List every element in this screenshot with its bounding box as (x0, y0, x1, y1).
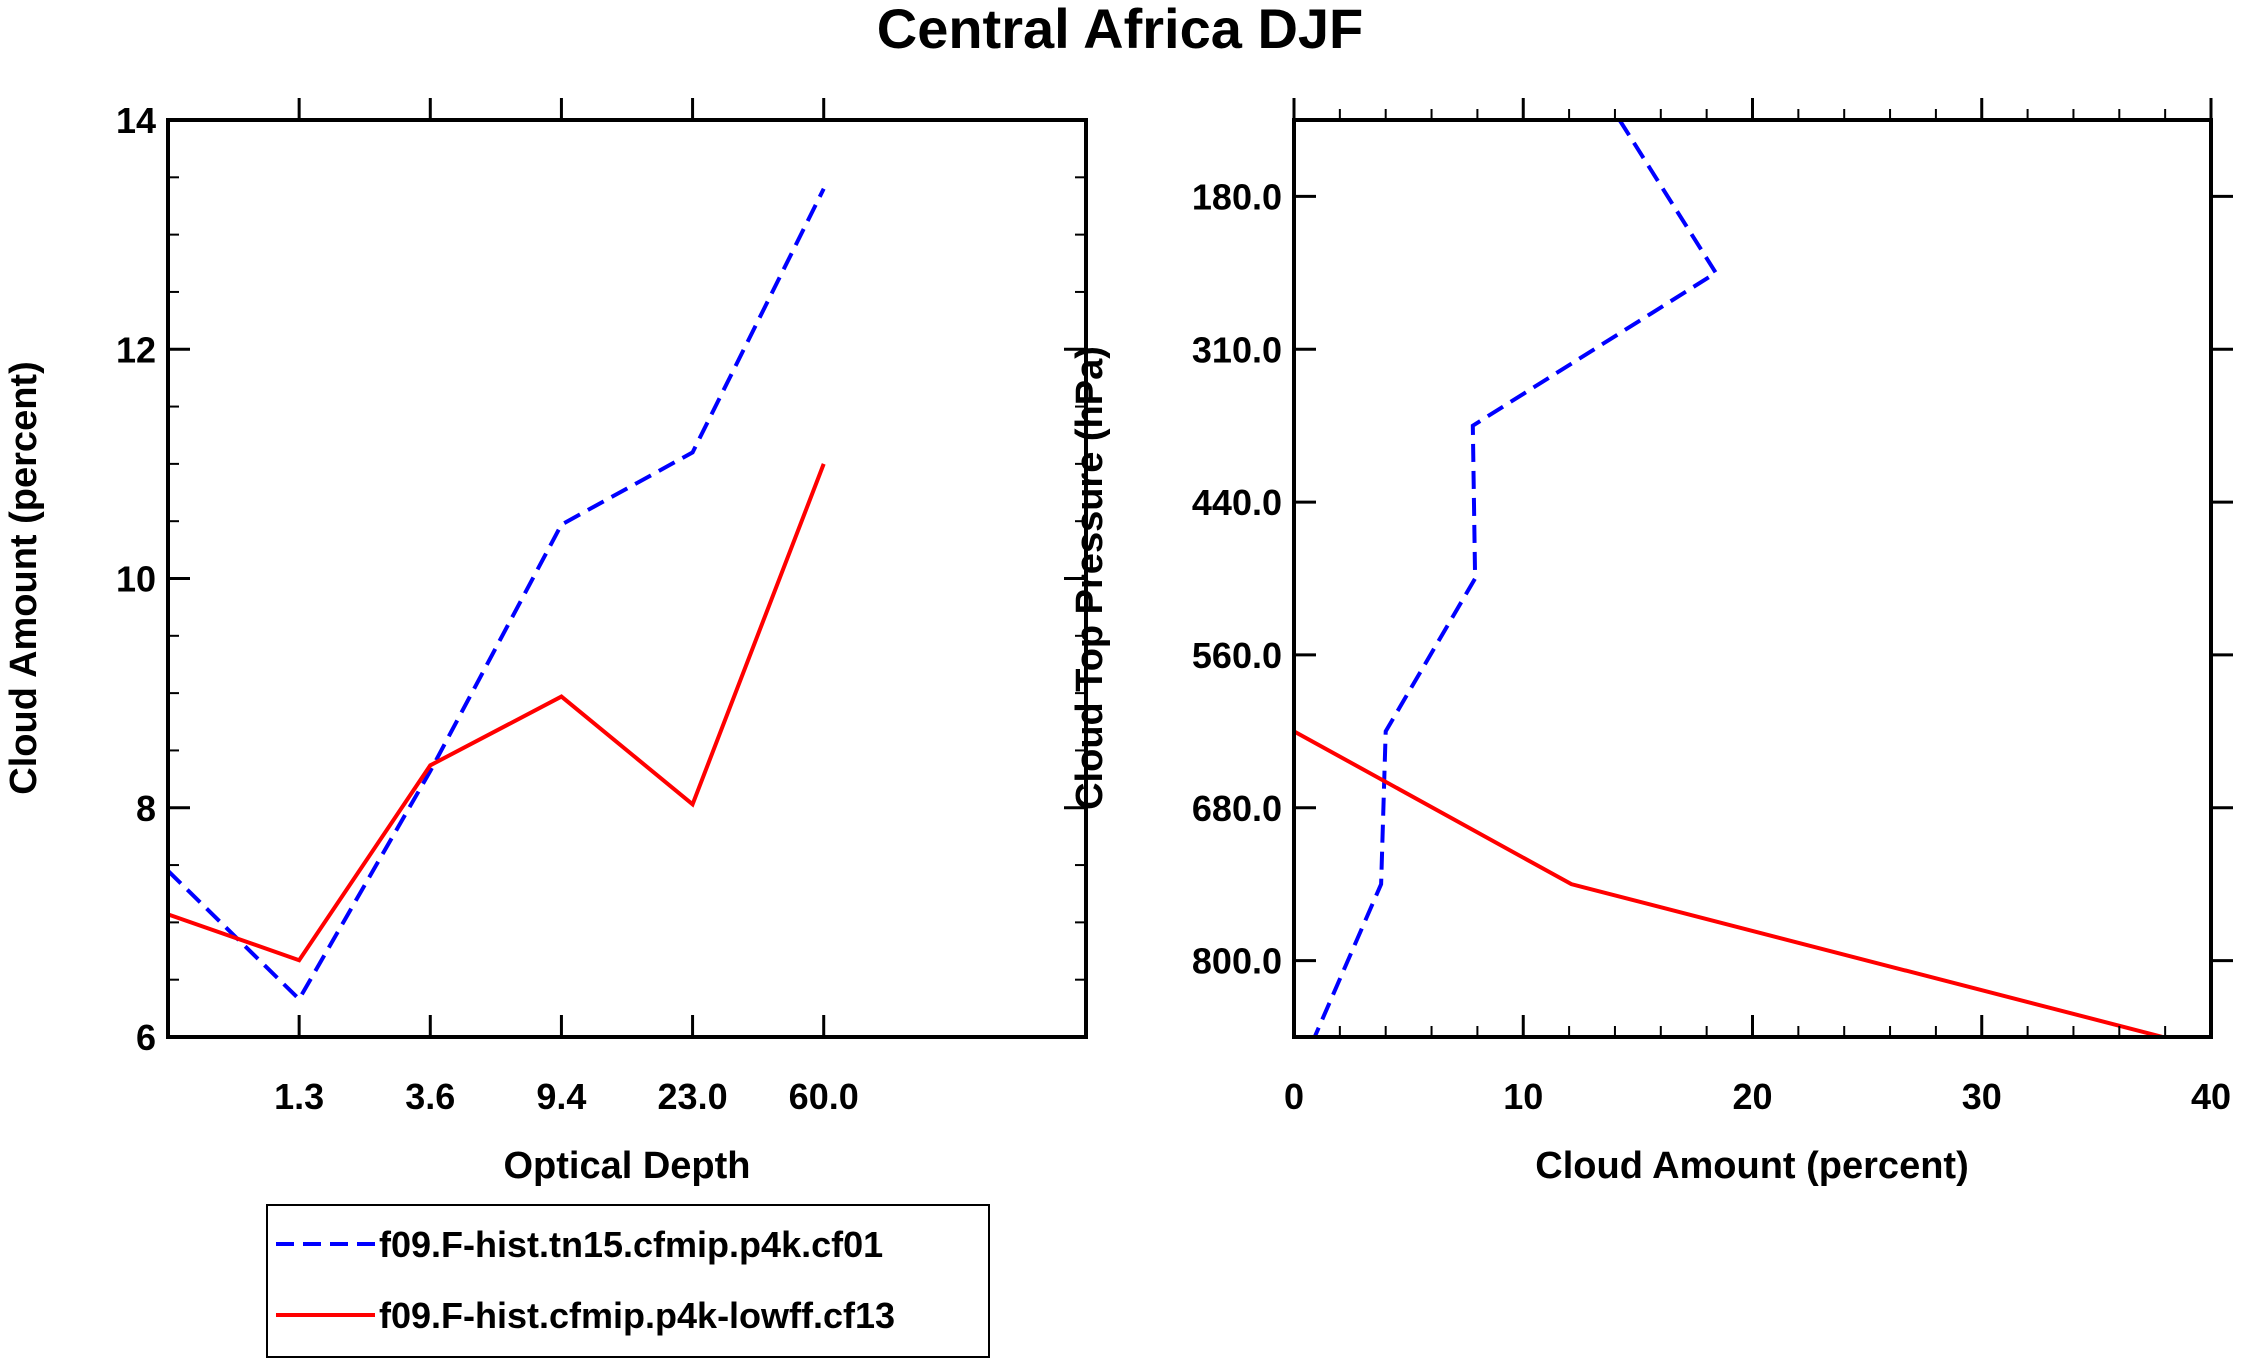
left-plot-frame (166, 118, 1088, 1039)
right-series-1-line (1312, 118, 1719, 1038)
left-y-tick-label: 10 (116, 559, 156, 600)
left-x-axis-title: Optical Depth (503, 1145, 750, 1187)
right-series-2-line (1293, 729, 2164, 1039)
right-x-tick-label: 30 (1962, 1076, 2002, 1117)
left-series-lines (166, 187, 826, 1003)
left-x-tick-label: 23.0 (658, 1076, 728, 1117)
right-x-tick-label: 0 (1284, 1076, 1304, 1117)
left-y-tick-label: 6 (136, 1017, 156, 1058)
left-x-tick-label: 1.3 (274, 1076, 324, 1117)
right-y-tick-label: 680.0 (1192, 788, 1282, 829)
right-y-tick-label: 560.0 (1192, 635, 1282, 676)
right-y-tick-label: 800.0 (1192, 941, 1282, 982)
left-series-1-line (166, 187, 826, 1003)
right-ticks (1292, 98, 2233, 1037)
right-x-tick-label: 40 (2191, 1076, 2231, 1117)
right-y-axis-title: Cloud Top Pressure (hPa) (1069, 346, 1111, 810)
legend-label-series1: f09.F-hist.tn15.cfmip.p4k.cf01 (379, 1224, 883, 1265)
left-y-tick-label: 14 (116, 100, 156, 141)
right-series-lines (1293, 118, 2164, 1039)
left-y-tick-label: 8 (136, 788, 156, 829)
left-series-2-line (167, 463, 826, 963)
left-x-tick-label: 3.6 (405, 1076, 455, 1117)
left-y-tick-label: 12 (116, 329, 156, 370)
legend-label-series2: f09.F-hist.cfmip.p4k-lowff.cf13 (379, 1295, 895, 1336)
right-x-tick-label: 20 (1732, 1076, 1772, 1117)
right-plot-frame (1292, 118, 2213, 1039)
right-y-tick-label: 180.0 (1192, 176, 1282, 217)
right-tick-labels: 0 10 20 30 40 180.0 310.0 440.0 560.0 680.0 800.0 (1192, 176, 2231, 1117)
left-tick-labels: 6 8 10 12 14 1.3 3.6 9.4 23.0 60.0 (116, 100, 859, 1117)
right-x-axis-title: Cloud Amount (percent) (1535, 1145, 1968, 1187)
left-x-tick-label: 60.0 (789, 1076, 859, 1117)
left-ticks (168, 98, 1086, 1039)
right-panel: 0 10 20 30 40180.0310.0440.0560.0680.0800.0 … (1069, 98, 2233, 1187)
right-y-tick-label: 310.0 (1192, 329, 1282, 370)
left-y-axis-title: Cloud Amount (percent) (3, 361, 45, 794)
legend-box (266, 1204, 990, 1358)
chart-title: Central Africa DJF (877, 0, 1364, 60)
right-x-tick-label: 10 (1503, 1076, 1543, 1117)
right-y-tick-label: 440.0 (1192, 482, 1282, 523)
left-x-tick-label: 9.4 (536, 1076, 586, 1117)
legend: f09.F-hist.tn15.cfmip.p4k.cf01 f09.F-his… (266, 1204, 990, 1358)
